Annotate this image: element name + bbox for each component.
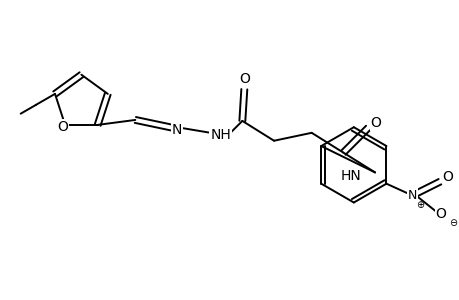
Text: NH: NH: [210, 128, 230, 142]
Text: O: O: [435, 207, 445, 221]
Text: ⊖: ⊖: [448, 218, 456, 228]
Text: HN: HN: [340, 169, 360, 183]
Text: O: O: [370, 116, 381, 130]
Text: N: N: [171, 123, 182, 137]
Text: ⊕: ⊕: [415, 200, 423, 211]
Text: O: O: [57, 120, 68, 134]
Text: O: O: [442, 170, 452, 184]
Text: N: N: [407, 189, 416, 202]
Text: O: O: [238, 72, 249, 86]
